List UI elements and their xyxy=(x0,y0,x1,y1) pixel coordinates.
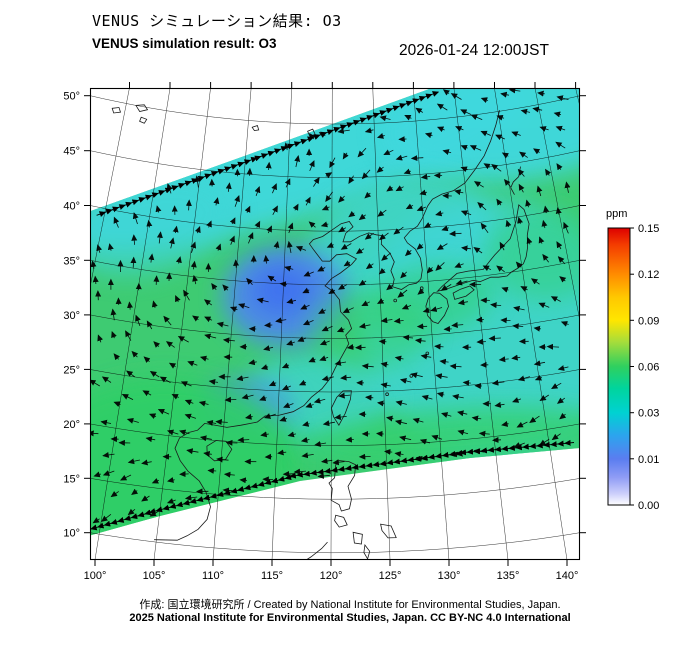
colorbar-unit-label: ppm xyxy=(606,208,627,220)
colorbar-tick-label: 0.15 xyxy=(638,223,659,235)
colorbar-tick-label: 0.00 xyxy=(638,500,659,512)
axis-ticks xyxy=(84,82,586,566)
page-title-japanese: VENUS シミュレーション結果: O3 xyxy=(92,12,342,30)
lon-tick-label: 140° xyxy=(556,570,579,582)
license-line: 2025 National Institute for Environmenta… xyxy=(129,612,571,624)
colorbar-tick-label: 0.12 xyxy=(638,269,659,281)
lon-tick-label: 115° xyxy=(261,570,283,582)
map-frame xyxy=(89,87,581,561)
lat-tick-label: 35° xyxy=(63,255,80,267)
colorbar-tick-label: 0.06 xyxy=(638,362,659,374)
lat-tick-label: 25° xyxy=(63,364,80,376)
lon-tick-label: 120° xyxy=(320,570,343,582)
o3-concentration-field xyxy=(90,88,580,536)
lat-tick-label: 45° xyxy=(63,146,80,158)
swath-edge-vectors xyxy=(90,91,575,533)
lat-tick-label: 40° xyxy=(63,201,80,213)
axis-labels: 50° 45° 40° 35° 30° 25° 20° 15° 10° 100° 105° 110° 1… xyxy=(63,91,578,582)
wind-vectors xyxy=(90,88,571,524)
colorbar: 0.15 0.12 0.09 0.06 0.03 0.01 0.00 ppm xyxy=(606,208,659,512)
lon-tick-label: 135° xyxy=(497,570,520,582)
lat-tick-label: 30° xyxy=(63,310,80,322)
colorbar-tick-label: 0.03 xyxy=(638,408,659,420)
colorbar-tick-label: 0.09 xyxy=(638,315,659,327)
credit-line: 作成: 国立環境研究所 / Created by National Instit… xyxy=(139,599,561,611)
lat-tick-label: 20° xyxy=(63,419,80,431)
lon-tick-label: 125° xyxy=(379,570,402,582)
timestamp: 2026-01-24 12:00JST xyxy=(399,42,549,59)
lat-tick-label: 50° xyxy=(63,91,80,103)
lon-tick-label: 105° xyxy=(143,570,166,582)
lat-tick-label: 10° xyxy=(63,528,80,540)
lon-tick-label: 130° xyxy=(438,570,461,582)
lon-tick-label: 100° xyxy=(84,570,107,582)
page-title-english: VENUS simulation result: O3 xyxy=(92,36,277,51)
colorbar-tick-label: 0.01 xyxy=(638,454,659,466)
lat-tick-label: 15° xyxy=(63,473,80,485)
lon-tick-label: 110° xyxy=(202,570,224,582)
